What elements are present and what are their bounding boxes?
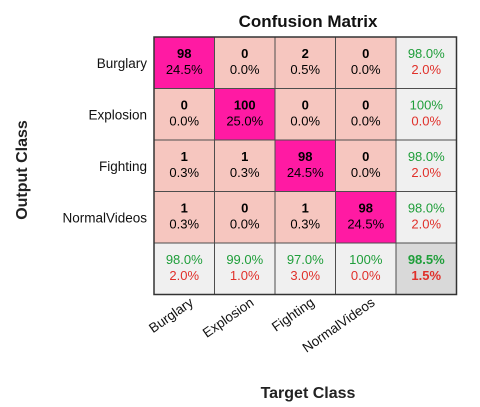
summary-cell xyxy=(274,242,336,295)
summary-error: 2.0% xyxy=(411,165,441,180)
cell-count: 1 xyxy=(241,149,248,164)
matrix-cell xyxy=(274,191,336,244)
matrix-frame xyxy=(153,36,458,296)
cell-count: 98 xyxy=(298,149,312,164)
matrix-cell xyxy=(335,191,397,244)
summary-cell xyxy=(395,88,457,141)
matrix-cell xyxy=(214,191,276,244)
cell-percent: 0.3% xyxy=(230,165,260,180)
cell-count: 0 xyxy=(362,149,369,164)
summary-error: 1.5% xyxy=(411,268,441,283)
x-axis-label: Target Class xyxy=(261,385,356,402)
summary-error: 1.0% xyxy=(230,268,260,283)
summary-error: 2.0% xyxy=(169,268,199,283)
cell-percent: 24.5% xyxy=(347,217,384,232)
cell-count: 0 xyxy=(241,46,248,61)
cell-percent: 0.0% xyxy=(351,165,381,180)
cell-count: 98 xyxy=(177,46,191,61)
cell-percent: 0.0% xyxy=(230,62,260,77)
cell-count: 0 xyxy=(362,46,369,61)
summary-correct: 98.0% xyxy=(166,252,203,267)
output-class-tick-label: Burglary xyxy=(97,56,148,71)
summary-error: 0.0% xyxy=(411,114,441,129)
cell-percent: 24.5% xyxy=(166,62,203,77)
cell-percent: 25.0% xyxy=(226,114,263,129)
summary-correct: 99.0% xyxy=(226,252,263,267)
summary-cell xyxy=(214,242,276,295)
target-class-tick-label: Burglary xyxy=(146,295,196,336)
output-class-tick-label: NormalVideos xyxy=(62,210,147,225)
summary-correct: 98.0% xyxy=(408,46,445,61)
matrix-cell xyxy=(335,139,397,192)
target-class-tick-label: Fighting xyxy=(269,295,317,335)
matrix-cell xyxy=(153,36,215,89)
cell-count: 2 xyxy=(302,46,309,61)
summary-error: 3.0% xyxy=(290,268,320,283)
matrix-cell xyxy=(214,139,276,192)
cell-percent: 0.3% xyxy=(169,165,199,180)
summary-error: 2.0% xyxy=(411,62,441,77)
summary-correct: 97.0% xyxy=(287,252,324,267)
cell-count: 0 xyxy=(241,201,248,216)
summary-correct: 100% xyxy=(410,98,444,113)
output-class-tick-label: Explosion xyxy=(88,107,147,122)
summary-cell xyxy=(395,191,457,244)
summary-error: 2.0% xyxy=(411,217,441,232)
matrix-cell xyxy=(274,88,336,141)
cell-count: 1 xyxy=(181,149,188,164)
cell-percent: 0.0% xyxy=(351,114,381,129)
cell-percent: 24.5% xyxy=(287,165,324,180)
cell-percent: 0.5% xyxy=(290,62,320,77)
cell-count: 0 xyxy=(362,98,369,113)
summary-cell xyxy=(153,242,215,295)
matrix-cells: 9824.5%00.0%20.5%00.0%98.0%2.0%00.0%1002… xyxy=(153,36,458,296)
cell-percent: 0.3% xyxy=(169,217,199,232)
cell-count: 98 xyxy=(359,201,373,216)
cell-percent: 0.0% xyxy=(230,217,260,232)
cell-percent: 0.0% xyxy=(169,114,199,129)
target-class-tick-label: Explosion xyxy=(200,295,257,341)
summary-error: 0.0% xyxy=(351,268,381,283)
cell-count: 0 xyxy=(302,98,309,113)
cell-percent: 0.0% xyxy=(290,114,320,129)
cell-percent: 0.0% xyxy=(351,62,381,77)
output-class-tick-label: Fighting xyxy=(99,159,147,174)
summary-correct: 98.5% xyxy=(408,252,445,267)
summary-correct: 98.0% xyxy=(408,149,445,164)
chart-title: Confusion Matrix xyxy=(239,12,378,31)
summary-correct: 100% xyxy=(349,252,383,267)
summary-cell xyxy=(395,242,457,295)
y-axis-label: Output Class xyxy=(14,120,31,220)
cell-count: 1 xyxy=(302,201,309,216)
cell-count: 100 xyxy=(234,98,256,113)
summary-correct: 98.0% xyxy=(408,201,445,216)
cell-count: 1 xyxy=(181,201,188,216)
matrix-cell xyxy=(214,36,276,89)
cell-percent: 0.3% xyxy=(290,217,320,232)
cell-count: 0 xyxy=(181,98,188,113)
